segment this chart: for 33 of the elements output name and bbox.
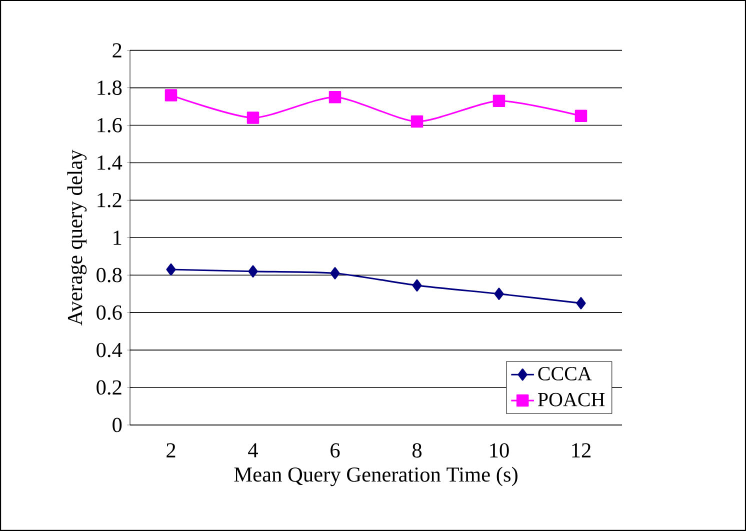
point [246,112,260,124]
point [492,94,506,108]
y-tick-label: 1.2 [98,192,122,208]
y-tick-label: 2 [112,43,122,58]
y-tick-label: 1 [114,230,122,245]
x-tick-label: 4 [248,443,258,458]
y-tick-label: 0.2 [96,380,122,395]
y-tick-label: 1.6 [98,118,122,132]
point [164,89,178,102]
x-tick-label: 12 [572,443,590,458]
x-tick-label: 6 [330,443,340,458]
x-axis-title: Mean Query Generation Time (s) [234,466,518,486]
y-tick-label: 0.8 [96,268,122,282]
legend-label: POACH [538,392,605,406]
y-tick-label: 0.6 [96,305,122,320]
x-tick-label: 2 [166,443,176,458]
y-tick-label: 1.8 [98,80,122,96]
legend-label: CCCA [538,367,592,380]
x-tick-label: 10 [490,443,509,458]
point [328,91,342,104]
y-axis-title: Average query delay [67,150,87,326]
point [330,267,340,280]
point [410,115,424,128]
y-tick-label: 1.4 [98,156,122,170]
point [412,279,422,292]
y-tick-label: 0.4 [96,342,122,358]
x-tick-label: 8 [412,443,422,458]
point [574,110,588,122]
point [248,265,258,278]
point [494,288,504,300]
point [576,297,586,310]
y-tick-label: 0 [112,418,122,432]
point [166,263,176,276]
